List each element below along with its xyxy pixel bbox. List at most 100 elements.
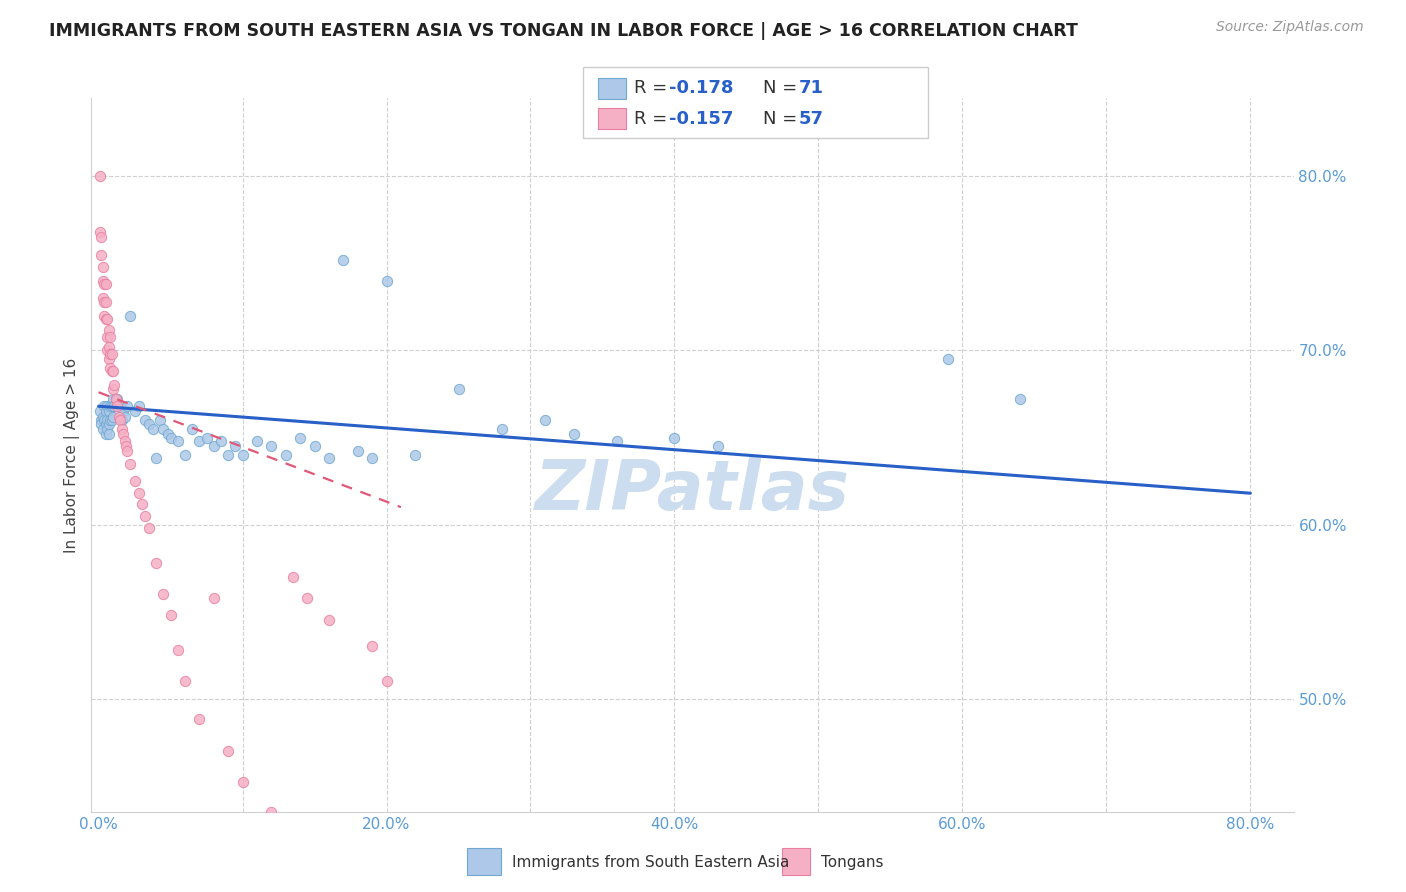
Point [117, 444, 139, 458]
Point [90, 230, 112, 244]
Point [232, 775, 254, 789]
Point [97, 417, 120, 431]
Text: IMMIGRANTS FROM SOUTH EASTERN ASIA VS TONGAN IN LABOR FORCE | AGE > 16 CORRELATI: IMMIGRANTS FROM SOUTH EASTERN ASIA VS TO… [49, 22, 1078, 40]
Point [89, 169, 111, 184]
Point [89, 225, 111, 239]
Text: R =: R = [634, 110, 673, 128]
Point [97, 340, 120, 354]
Point [111, 422, 134, 436]
Point [94, 417, 117, 431]
Point [93, 399, 115, 413]
Point [112, 404, 135, 418]
Point [260, 805, 283, 819]
Text: N =: N = [763, 79, 803, 97]
Point [96, 413, 118, 427]
Point [115, 439, 138, 453]
Point [138, 417, 160, 431]
Point [304, 439, 326, 453]
Point [142, 422, 165, 436]
Point [361, 451, 384, 466]
Point [217, 744, 239, 758]
Point [108, 399, 131, 413]
Point [318, 451, 340, 466]
Point [149, 413, 172, 427]
Point [166, 434, 188, 448]
Point [274, 448, 297, 462]
Point [97, 404, 120, 418]
Point [98, 329, 121, 343]
Point [491, 422, 513, 436]
Point [98, 413, 121, 427]
Point [134, 413, 156, 427]
Point [281, 570, 304, 584]
Point [159, 608, 181, 623]
Point [181, 422, 204, 436]
Point [260, 439, 283, 453]
Point [128, 399, 150, 413]
Point [101, 409, 124, 424]
Point [318, 613, 340, 627]
Point [103, 378, 125, 392]
Point [101, 392, 124, 407]
Point [100, 413, 122, 427]
Text: N =: N = [763, 110, 803, 128]
Point [152, 422, 174, 436]
Point [114, 434, 136, 448]
Point [138, 521, 160, 535]
Point [104, 392, 127, 407]
Point [128, 486, 150, 500]
Point [100, 364, 122, 378]
Point [375, 674, 398, 689]
Text: Source: ZipAtlas.com: Source: ZipAtlas.com [1216, 20, 1364, 34]
Point [404, 448, 426, 462]
Point [91, 422, 114, 436]
Point [90, 248, 112, 262]
Point [120, 457, 142, 471]
Point [98, 360, 121, 375]
Text: -0.157: -0.157 [669, 110, 734, 128]
Point [120, 309, 142, 323]
Point [166, 643, 188, 657]
Point [145, 451, 167, 466]
Point [117, 399, 139, 413]
Point [93, 294, 115, 309]
Point [98, 399, 121, 413]
Point [202, 591, 225, 605]
Point [534, 413, 557, 427]
Point [124, 474, 146, 488]
Point [188, 713, 211, 727]
Point [664, 430, 686, 444]
Point [100, 347, 122, 361]
Point [105, 399, 128, 413]
Point [97, 323, 120, 337]
Point [96, 329, 118, 343]
Point [101, 364, 124, 378]
Point [94, 277, 117, 292]
Point [112, 427, 135, 442]
Point [97, 352, 120, 367]
Point [562, 427, 585, 442]
Point [375, 274, 398, 288]
Point [94, 427, 117, 442]
Point [91, 409, 114, 424]
Point [98, 347, 121, 361]
Point [706, 439, 728, 453]
Point [156, 427, 179, 442]
Point [288, 430, 311, 444]
Bar [782, 848, 810, 875]
Point [936, 352, 959, 367]
Point [93, 277, 115, 292]
Point [1008, 392, 1031, 407]
Point [94, 294, 117, 309]
Text: Immigrants from South Eastern Asia: Immigrants from South Eastern Asia [512, 855, 789, 870]
Point [145, 556, 167, 570]
Point [94, 312, 117, 326]
Text: Tongans: Tongans [821, 855, 883, 870]
Point [91, 291, 114, 305]
Point [107, 409, 129, 424]
Point [97, 427, 120, 442]
Point [91, 260, 114, 274]
Text: 71: 71 [799, 79, 824, 97]
Point [332, 252, 354, 267]
Point [346, 444, 368, 458]
